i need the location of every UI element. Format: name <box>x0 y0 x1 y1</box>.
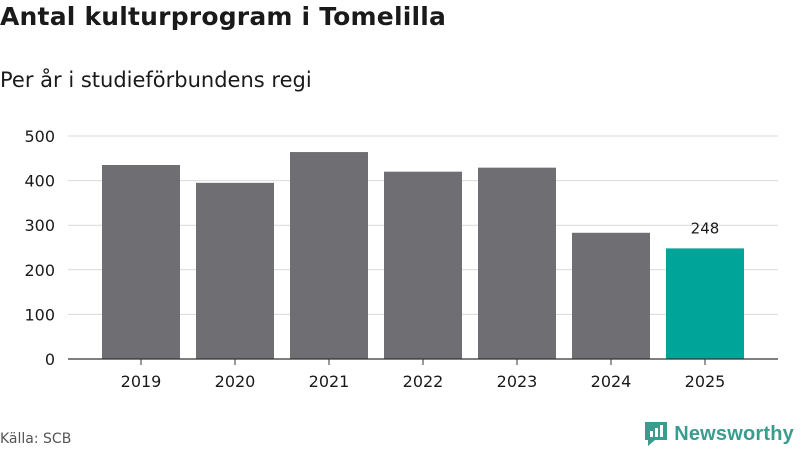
brand-name: Newsworthy <box>674 422 794 445</box>
data-label: 248 <box>691 219 720 237</box>
x-tick-label: 2022 <box>403 372 444 391</box>
y-tick-label: 300 <box>24 216 55 235</box>
bar <box>196 182 274 359</box>
chart-title: Antal kulturprogram i Tomelilla <box>0 2 447 31</box>
x-tick-label: 2021 <box>309 372 350 391</box>
x-tick-label: 2024 <box>591 372 632 391</box>
x-tick-label: 2020 <box>215 372 256 391</box>
bar <box>384 171 462 359</box>
bar-chart: 0 100 200 300 400 500 2019 2020 2021 2022 2023 2024… <box>24 127 778 391</box>
bar <box>666 248 744 359</box>
newsworthy-logo-icon <box>645 422 668 446</box>
y-tick-label: 500 <box>24 127 55 146</box>
bar <box>478 167 556 359</box>
bar <box>572 232 650 359</box>
x-tick-label: 2019 <box>121 372 162 391</box>
bar <box>290 152 368 359</box>
bar <box>102 164 180 359</box>
y-tick-label: 200 <box>24 261 55 280</box>
brand-logo: Newsworthy <box>643 420 794 448</box>
y-tick-label: 100 <box>24 305 55 324</box>
y-tick-label: 0 <box>45 350 55 369</box>
source-note: Källa: SCB <box>0 431 72 447</box>
x-tick-label: 2023 <box>497 372 538 391</box>
chart-subtitle: Per år i studieförbundens regi <box>0 68 312 92</box>
x-tick-label: 2025 <box>685 372 726 391</box>
y-tick-label: 400 <box>24 172 55 191</box>
